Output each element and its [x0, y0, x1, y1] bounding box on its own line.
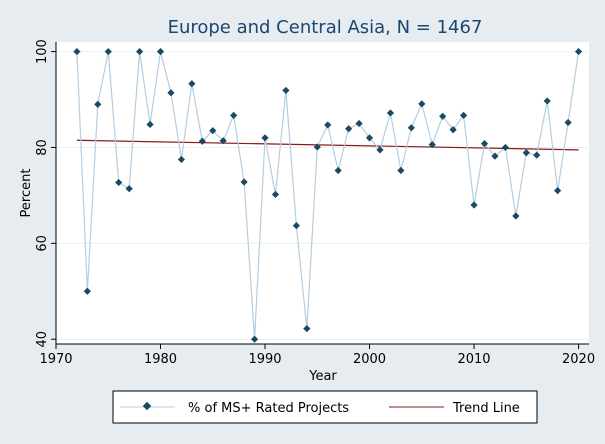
y-tick-label-100: 100	[35, 39, 50, 64]
data-point-1981	[167, 89, 175, 97]
legend-series-1-label: % of MS+ Rated Projects	[188, 401, 349, 416]
gridlines	[56, 51, 589, 340]
data-point-2016	[533, 151, 541, 159]
series-layer	[73, 47, 583, 343]
data-point-2009	[459, 111, 468, 119]
data-point-1999	[355, 119, 363, 128]
data-point-1983	[188, 80, 196, 88]
data-point-1973	[83, 287, 91, 295]
x-tick-label-2020: 2020	[562, 352, 595, 367]
data-point-1998	[345, 125, 353, 133]
data-point-1997	[334, 166, 342, 175]
axes: 40 60 80 100 1970 1980 1990 2000 2010 2020	[35, 39, 595, 367]
data-point-1974	[94, 100, 102, 108]
data-point-1986	[219, 137, 227, 145]
data-point-1975	[104, 47, 112, 56]
data-point-1984	[198, 137, 206, 145]
data-point-2011	[480, 140, 489, 148]
data-point-1995	[313, 143, 321, 151]
data-point-1978	[136, 47, 144, 56]
data-point-1979	[146, 120, 154, 129]
x-tick-label-2000: 2000	[353, 352, 386, 367]
data-point-2014	[512, 212, 520, 220]
data-point-2018	[554, 187, 562, 195]
y-tick-label-80: 80	[35, 139, 50, 156]
data-point-1980	[156, 47, 165, 56]
y-tick-label-40: 40	[35, 331, 50, 348]
data-point-2010	[470, 201, 478, 209]
data-point-2000	[365, 134, 374, 142]
data-point-1972	[73, 47, 81, 56]
data-point-1993	[292, 221, 300, 230]
data-point-2013	[501, 143, 509, 152]
x-axis-title: Year	[308, 369, 337, 384]
x-tick-label-2010: 2010	[457, 352, 490, 367]
plot-region	[56, 42, 589, 344]
data-point-1976	[115, 178, 123, 187]
x-tick-label-1990: 1990	[248, 352, 281, 367]
x-tick-label-1980: 1980	[144, 352, 177, 367]
data-point-2019	[564, 118, 572, 127]
data-point-2001	[376, 146, 384, 154]
data-point-2020	[574, 47, 583, 56]
x-tick-label-1970: 1970	[39, 352, 72, 367]
data-point-1991	[271, 190, 280, 199]
data-point-2004	[407, 124, 415, 132]
data-point-1992	[282, 86, 290, 95]
data-point-2007	[439, 112, 447, 120]
data-point-1994	[303, 325, 311, 333]
data-point-2006	[428, 140, 436, 149]
data-point-1990	[261, 134, 269, 142]
data-point-2008	[449, 126, 457, 134]
trend-line	[76, 139, 579, 151]
data-point-2017	[543, 97, 551, 105]
data-point-1985	[209, 127, 217, 135]
data-point-1982	[177, 155, 186, 164]
data-point-2003	[397, 166, 405, 175]
data-point-1988	[240, 178, 248, 186]
data-point-1987	[230, 111, 238, 119]
data-point-2015	[522, 149, 530, 157]
data-point-2002	[386, 109, 395, 117]
legend-series-2-label: Trend Line	[452, 401, 520, 416]
data-point-2005	[418, 100, 426, 108]
data-point-1996	[324, 121, 332, 129]
legend-box	[112, 390, 538, 424]
y-tick-label-60: 60	[35, 235, 50, 252]
data-point-2012	[491, 152, 499, 160]
y-axis-title: Percent	[19, 169, 34, 218]
data-point-1989	[250, 335, 259, 343]
chart-title: Europe and Central Asia, N = 1467	[168, 17, 483, 38]
data-point-1977	[125, 185, 133, 193]
legend: % of MS+ Rated Projects Trend Line	[112, 390, 538, 424]
legend-series-1-marker	[142, 401, 152, 411]
